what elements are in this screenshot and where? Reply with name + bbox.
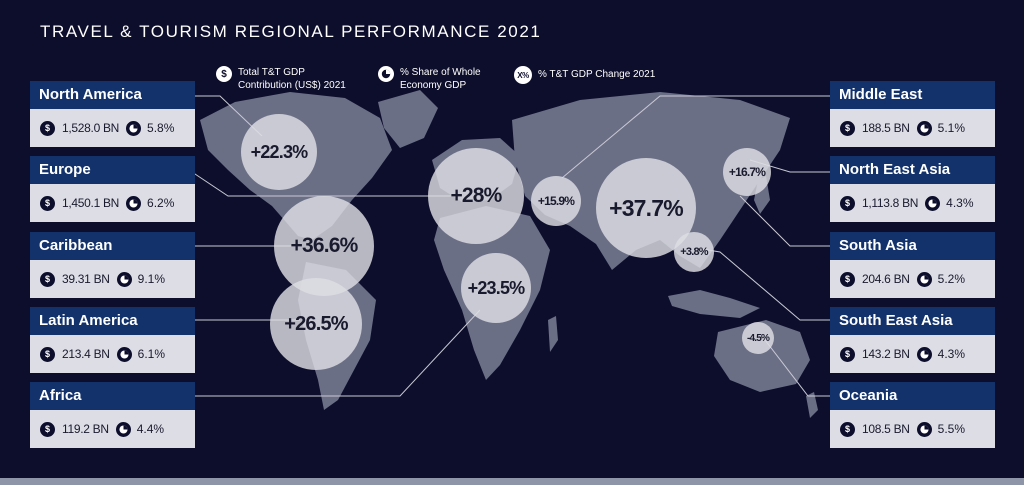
connector-middle-east [561,95,830,179]
region-name: Middle East [830,81,995,109]
card-caribbean: Caribbean $ 39.31 BN 9.1% [30,232,195,298]
legend-share: % Share of Whole Economy GDP [378,66,481,92]
pie-icon [126,120,142,136]
bubble-middle-east: +15.9% [531,176,581,226]
legend-change-label: % T&T GDP Change 2021 [538,69,656,80]
legend-gdp-line1: Total T&T GDP [238,67,305,78]
gdp-value: 143.2 BN [862,347,910,361]
gdp-value: 1,450.1 BN [62,196,120,210]
legend-change: X% % T&T GDP Change 2021 [514,66,655,84]
bubble-south-east-asia: +3.8% [674,232,714,272]
share-value: 5.5% [937,422,965,436]
dollar-icon: $ [40,346,55,362]
pie-icon [916,120,932,136]
gdp-value: 213.4 BN [62,347,110,361]
gdp-value: 188.5 BN [862,121,910,135]
australia-landmass [714,320,810,392]
bubble-north-east-asia: +37.7% [596,158,696,258]
legend-share-line1: % Share of Whole [400,67,481,78]
legend-share-line2: Economy GDP [400,80,467,91]
share-value: 6.1% [137,347,165,361]
dollar-icon: $ [840,271,855,287]
region-name: Europe [30,156,195,184]
bottom-border [0,478,1024,485]
dollar-icon: $ [40,271,55,287]
region-name: North America [30,81,195,109]
share-value: 4.3% [937,347,965,361]
legend-gdp: $ Total T&T GDP Contribution (US$) 2021 [216,66,346,92]
card-north-east-asia: North East Asia $ 1,113.8 BN 4.3% [830,156,995,222]
indonesia-landmass [668,290,760,318]
card-oceania: Oceania $ 108.5 BN 5.5% [830,382,995,448]
bubble-europe: +28% [428,148,524,244]
new-zealand-landmass [806,392,818,418]
dollar-icon: $ [216,66,232,82]
gdp-value: 39.31 BN [62,272,110,286]
madagascar-landmass [548,316,558,352]
region-name: Caribbean [30,232,195,260]
gdp-value: 1,528.0 BN [62,121,120,135]
share-value: 6.2% [147,196,175,210]
pie-icon [116,346,132,362]
card-europe: Europe $ 1,450.1 BN 6.2% [30,156,195,222]
pie-icon [925,195,941,211]
dollar-icon: $ [840,195,855,211]
gdp-value: 119.2 BN [62,422,109,436]
card-middle-east: Middle East $ 188.5 BN 5.1% [830,81,995,147]
share-value: 5.2% [937,272,965,286]
dollar-icon: $ [840,346,855,362]
pie-icon [916,346,932,362]
region-name: North East Asia [830,156,995,184]
page-title: TRAVEL & TOURISM REGIONAL PERFORMANCE 20… [40,22,542,41]
region-name: South East Asia [830,307,995,335]
bubble-latin-america: +26.5% [270,278,362,370]
pie-icon [126,195,142,211]
share-value: 9.1% [137,272,165,286]
connector-europe [191,171,462,197]
region-name: Oceania [830,382,995,410]
dollar-icon: $ [840,120,855,136]
pie-icon [116,271,132,287]
card-north-america: North America $ 1,528.0 BN 5.8% [30,81,195,147]
dollar-icon: $ [840,421,855,437]
gdp-value: 204.6 BN [862,272,910,286]
dollar-icon: $ [40,421,55,437]
percent-change-icon: X% [514,66,532,84]
legend-gdp-line2: Contribution (US$) 2021 [238,80,346,91]
card-south-east-asia: South East Asia $ 143.2 BN 4.3% [830,307,995,373]
dollar-icon: $ [40,195,55,211]
bubble-africa: +23.5% [461,253,531,323]
dollar-icon: $ [40,120,55,136]
region-name: Africa [30,382,195,410]
greenland-landmass [378,90,438,148]
gdp-value: 108.5 BN [862,422,910,436]
share-value: 4.3% [946,196,974,210]
region-name: South Asia [830,232,995,260]
share-value: 4.4% [136,422,165,436]
card-south-asia: South Asia $ 204.6 BN 5.2% [830,232,995,298]
card-latin-america: Latin America $ 213.4 BN 6.1% [30,307,195,373]
pie-icon [378,66,394,82]
connector-north-america [195,95,263,137]
bubble-north-america: +22.3% [241,114,317,190]
card-africa: Africa $ 119.2 BN 4.4% [30,382,195,448]
gdp-value: 1,113.8 BN [862,196,919,210]
share-value: 5.8% [147,121,175,135]
connector-south-asia [739,195,830,247]
bubble-south-asia: +16.7% [723,148,771,196]
connector-oceania [761,335,830,397]
pie-icon [115,421,131,437]
pie-icon [916,271,932,287]
share-value: 5.1% [937,121,965,135]
pie-icon [916,421,932,437]
bubble-oceania: -4.5% [742,322,774,354]
region-name: Latin America [30,307,195,335]
connector-africa [195,309,481,397]
